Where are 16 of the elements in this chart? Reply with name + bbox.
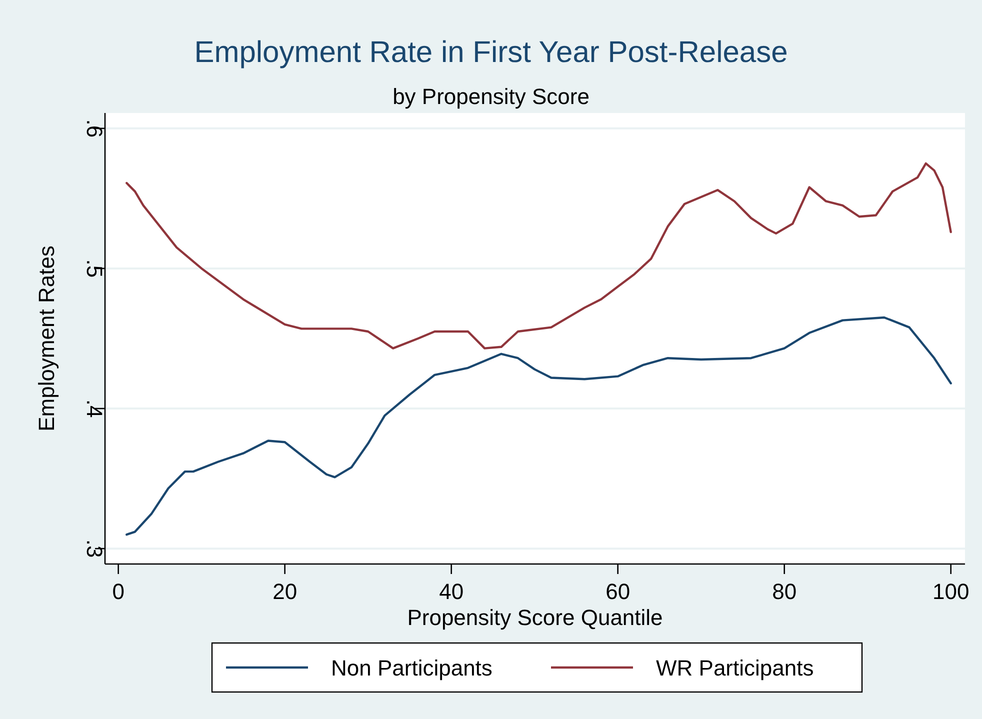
chart-subtitle: by Propensity Score <box>392 84 590 109</box>
line-series <box>126 316 952 536</box>
chart-title: Employment Rate in First Year Post-Release <box>194 36 788 69</box>
x-tick-label: 40 <box>439 579 464 604</box>
y-tick-label: .3 <box>82 539 107 558</box>
y-axis-title: Employment Rates <box>34 246 59 432</box>
x-axis-title: Propensity Score Quantile <box>407 605 663 630</box>
x-tick-label: 80 <box>772 579 797 604</box>
legend-label: WR Participants <box>656 656 814 680</box>
x-tick-label: 100 <box>932 579 970 604</box>
line-series <box>126 162 952 350</box>
x-tick-label: 60 <box>606 579 630 604</box>
legend-label: Non Participants <box>331 656 492 680</box>
x-tick-label: 20 <box>272 579 298 604</box>
y-tick-label: .4 <box>82 399 107 418</box>
x-tick-label: 0 <box>112 579 124 604</box>
